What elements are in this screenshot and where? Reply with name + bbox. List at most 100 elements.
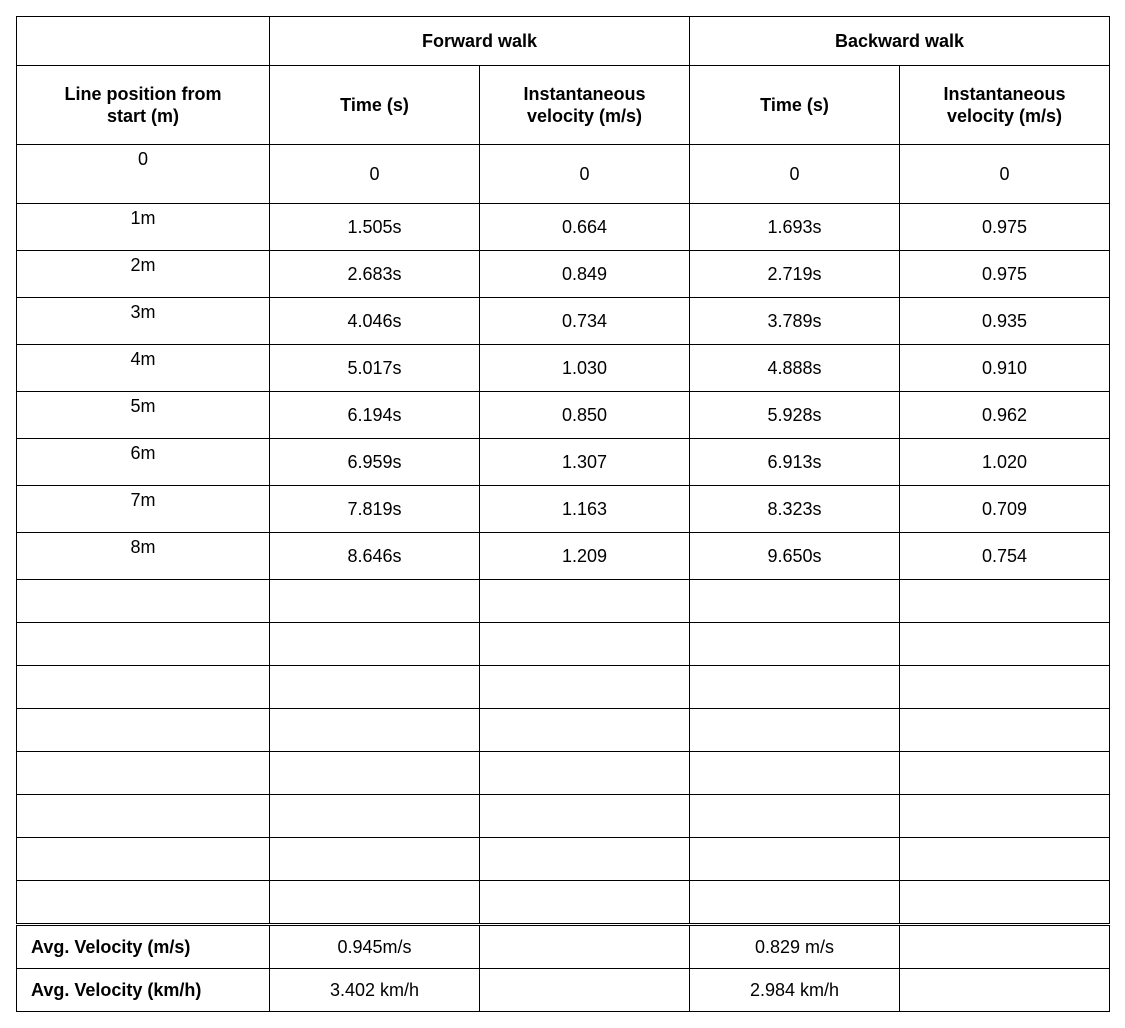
summary-label: Avg. Velocity (m/s) [17,925,270,969]
table-row: 2m2.683s0.8492.719s0.975 [17,251,1110,298]
table-row: 8m8.646s1.2099.650s0.754 [17,533,1110,580]
cell-bwd-time: 8.323s [690,486,900,533]
table-row: 5m6.194s0.8505.928s0.962 [17,392,1110,439]
cell-empty [270,752,480,795]
cell-empty [690,838,900,881]
summary-fwd-v [480,969,690,1012]
cell-bwd-vel: 0.935 [900,298,1110,345]
summary-fwd-v [480,925,690,969]
table-row-empty [17,838,1110,881]
cell-bwd-time: 5.928s [690,392,900,439]
cell-fwd-time: 5.017s [270,345,480,392]
cell-empty [17,838,270,881]
cell-empty [480,709,690,752]
cell-bwd-time: 9.650s [690,533,900,580]
cell-fwd-vel: 0 [480,145,690,204]
cell-empty [900,666,1110,709]
cell-fwd-vel: 1.163 [480,486,690,533]
cell-empty [270,709,480,752]
cell-empty [480,623,690,666]
cell-empty [900,838,1110,881]
cell-bwd-vel: 0 [900,145,1110,204]
summary-bwd: 0.829 m/s [690,925,900,969]
summary-fwd: 0.945m/s [270,925,480,969]
cell-empty [480,580,690,623]
cell-empty [17,752,270,795]
cell-bwd-time: 6.913s [690,439,900,486]
cell-empty [690,795,900,838]
cell-position: 6m [17,439,270,486]
summary-row: Avg. Velocity (km/h)3.402 km/h 2.984 km/h [17,969,1110,1012]
table-row-empty [17,623,1110,666]
cell-empty [690,580,900,623]
cell-empty [480,838,690,881]
cell-empty [900,795,1110,838]
cell-fwd-time: 2.683s [270,251,480,298]
table-row: 00000 [17,145,1110,204]
summary-bwd: 2.984 km/h [690,969,900,1012]
cell-fwd-vel: 1.307 [480,439,690,486]
cell-empty [690,623,900,666]
cell-empty [900,709,1110,752]
cell-bwd-time: 1.693s [690,204,900,251]
cell-empty [690,666,900,709]
cell-empty [270,795,480,838]
cell-fwd-time: 8.646s [270,533,480,580]
summary-fwd: 3.402 km/h [270,969,480,1012]
header-forward-walk: Forward walk [270,17,690,66]
cell-position: 0 [17,145,270,204]
cell-bwd-vel: 0.910 [900,345,1110,392]
cell-empty [270,881,480,925]
cell-empty [900,623,1110,666]
cell-position: 2m [17,251,270,298]
cell-fwd-time: 4.046s [270,298,480,345]
cell-bwd-vel: 0.754 [900,533,1110,580]
table-row: 4m5.017s1.0304.888s0.910 [17,345,1110,392]
cell-empty [270,838,480,881]
cell-empty [270,666,480,709]
cell-fwd-vel: 0.849 [480,251,690,298]
header-backward-walk: Backward walk [690,17,1110,66]
cell-empty [480,881,690,925]
table-row-empty [17,752,1110,795]
cell-bwd-time: 2.719s [690,251,900,298]
header-position: Line position fromstart (m) [17,66,270,145]
cell-empty [270,580,480,623]
cell-empty [900,752,1110,795]
cell-fwd-vel: 0.734 [480,298,690,345]
cell-empty [17,623,270,666]
summary-label: Avg. Velocity (km/h) [17,969,270,1012]
cell-position: 7m [17,486,270,533]
cell-fwd-time: 0 [270,145,480,204]
cell-empty [690,881,900,925]
table-row-empty [17,709,1110,752]
summary-row: Avg. Velocity (m/s)0.945m/s 0.829 m/s [17,925,1110,969]
cell-fwd-time: 7.819s [270,486,480,533]
cell-bwd-vel: 0.962 [900,392,1110,439]
cell-empty [17,795,270,838]
cell-position: 8m [17,533,270,580]
table-row: 6m6.959s1.3076.913s1.020 [17,439,1110,486]
cell-bwd-vel: 0.709 [900,486,1110,533]
table-row: 7m7.819s1.1638.323s0.709 [17,486,1110,533]
summary-bwd-v [900,925,1110,969]
cell-fwd-time: 1.505s [270,204,480,251]
summary-bwd-v [900,969,1110,1012]
cell-empty [900,881,1110,925]
cell-fwd-time: 6.194s [270,392,480,439]
table-row: 3m4.046s0.7343.789s0.935 [17,298,1110,345]
cell-empty [480,666,690,709]
cell-bwd-time: 4.888s [690,345,900,392]
cell-bwd-time: 3.789s [690,298,900,345]
cell-fwd-time: 6.959s [270,439,480,486]
cell-fwd-vel: 0.664 [480,204,690,251]
cell-position: 5m [17,392,270,439]
velocity-table: Forward walk Backward walk Line position… [16,16,1110,1012]
header-fwd-time: Time (s) [270,66,480,145]
cell-bwd-vel: 0.975 [900,204,1110,251]
cell-bwd-time: 0 [690,145,900,204]
cell-fwd-vel: 0.850 [480,392,690,439]
cell-position: 4m [17,345,270,392]
cell-fwd-vel: 1.030 [480,345,690,392]
header-bwd-time: Time (s) [690,66,900,145]
